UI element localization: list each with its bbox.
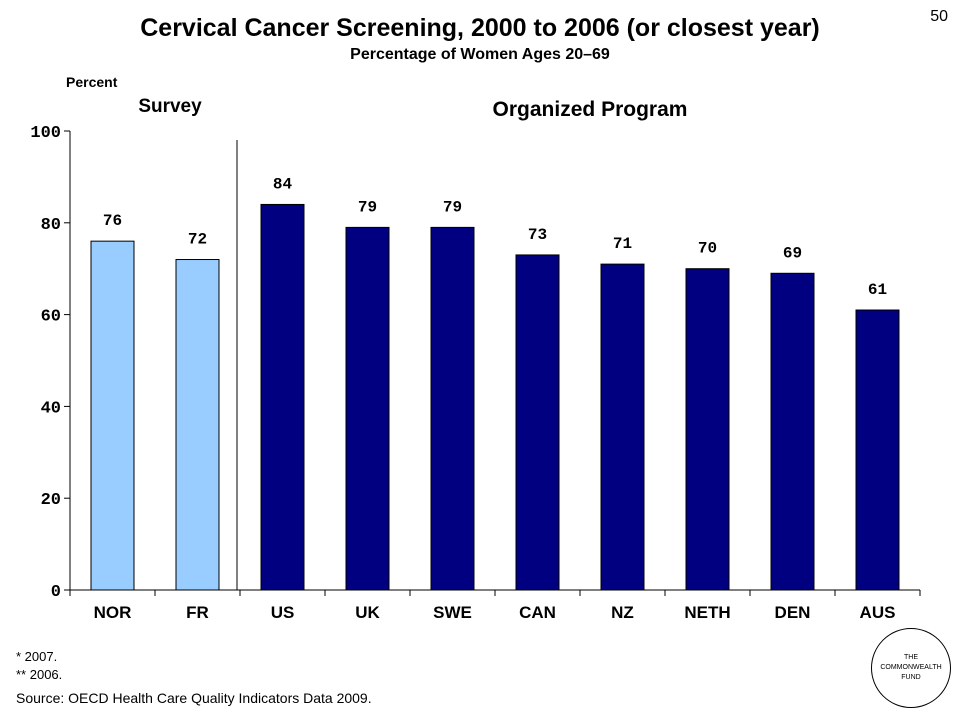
- chart-title: Cervical Cancer Screening, 2000 to 2006 …: [140, 14, 820, 42]
- x-tick-label: NZ: [611, 603, 634, 622]
- data-label: 84: [273, 175, 293, 193]
- data-label: 69: [783, 244, 802, 262]
- y-tick-label: 40: [41, 399, 61, 418]
- y-tick-label: 0: [51, 583, 61, 602]
- data-label: 79: [358, 198, 377, 216]
- data-label: 70: [698, 240, 717, 258]
- x-tick-label: FR: [186, 603, 209, 622]
- data-label: 76: [103, 212, 122, 230]
- x-tick-label: NETH: [684, 603, 730, 622]
- y-tick-label: 20: [41, 491, 61, 510]
- y-tick-label: 100: [30, 124, 61, 143]
- bar: [90, 240, 135, 591]
- bar: [260, 203, 305, 591]
- x-tick-label: NOR: [94, 603, 132, 622]
- y-tick-label: 80: [41, 216, 61, 235]
- bar: [345, 226, 390, 591]
- logo-line: FUND: [901, 674, 921, 681]
- data-label: 79: [443, 198, 462, 216]
- bar: [175, 259, 220, 591]
- bar: [685, 268, 730, 591]
- x-tick-label: US: [271, 603, 295, 622]
- data-label: 71: [613, 235, 632, 253]
- chart-subtitle: Percentage of Women Ages 20–69: [350, 46, 610, 63]
- source-note: Source: OECD Health Care Quality Indicat…: [16, 690, 372, 706]
- bar: [600, 263, 645, 591]
- footnotes: * 2007. ** 2006.: [16, 648, 62, 684]
- footnote: ** 2006.: [16, 667, 63, 682]
- data-label: 73: [528, 226, 547, 244]
- group-label-organized-program: Organized Program: [492, 98, 688, 121]
- bar: [430, 226, 475, 591]
- x-tick-label: SWE: [433, 603, 472, 622]
- y-tick-label: 60: [41, 308, 61, 327]
- x-tick-label: AUS: [860, 603, 896, 622]
- x-tick-label: DEN: [775, 603, 811, 622]
- x-tick-label: UK: [355, 603, 380, 622]
- bar: [515, 254, 560, 591]
- logo-line: COMMONWEALTH: [880, 664, 942, 671]
- logo-line: THE: [904, 654, 918, 661]
- x-tick-label: CAN: [519, 603, 556, 622]
- data-label: 72: [188, 231, 207, 249]
- y-axis-label: Percent: [66, 74, 118, 90]
- page-number: 50: [930, 8, 948, 25]
- data-label: 61: [868, 281, 887, 299]
- bar: [855, 309, 900, 591]
- bar: [770, 272, 815, 591]
- footnote: * 2007.: [16, 649, 58, 664]
- group-label-survey: Survey: [138, 96, 202, 117]
- commonwealth-fund-logo: THE COMMONWEALTH FUND: [871, 628, 951, 708]
